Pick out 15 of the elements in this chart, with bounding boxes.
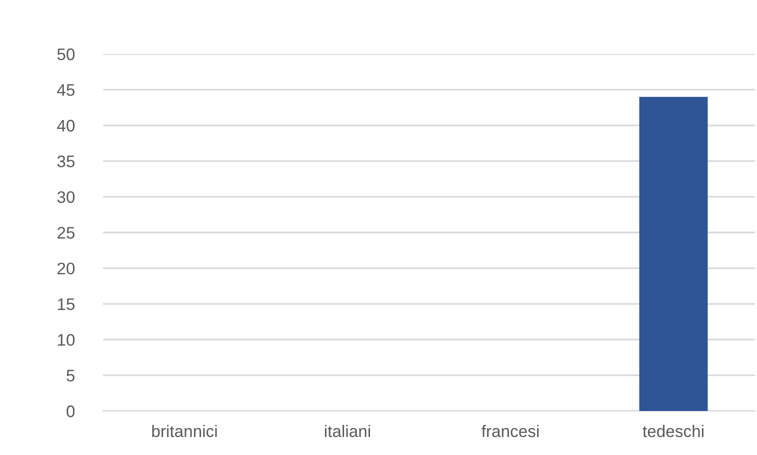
x-tick-label: tedeschi	[642, 424, 704, 438]
y-tick-label: 20	[58, 262, 75, 274]
y-tick-label: 5	[66, 370, 75, 382]
y-tick-label: 10	[58, 334, 75, 346]
y-tick-label: 15	[58, 298, 75, 310]
y-tick-label: 50	[57, 48, 75, 60]
y-tick-label: 45	[57, 84, 75, 96]
y-tick-label: 25	[58, 226, 75, 239]
x-tick-label: italiani	[324, 424, 370, 438]
x-tick-label: britannici	[152, 424, 217, 438]
x-tick-label: francesi	[482, 424, 539, 438]
y-tick-label: 40	[57, 120, 75, 132]
y-tick-label: 0	[66, 405, 75, 418]
y-tick-label: 35	[57, 156, 75, 168]
y-tick-label: 30	[57, 191, 75, 204]
